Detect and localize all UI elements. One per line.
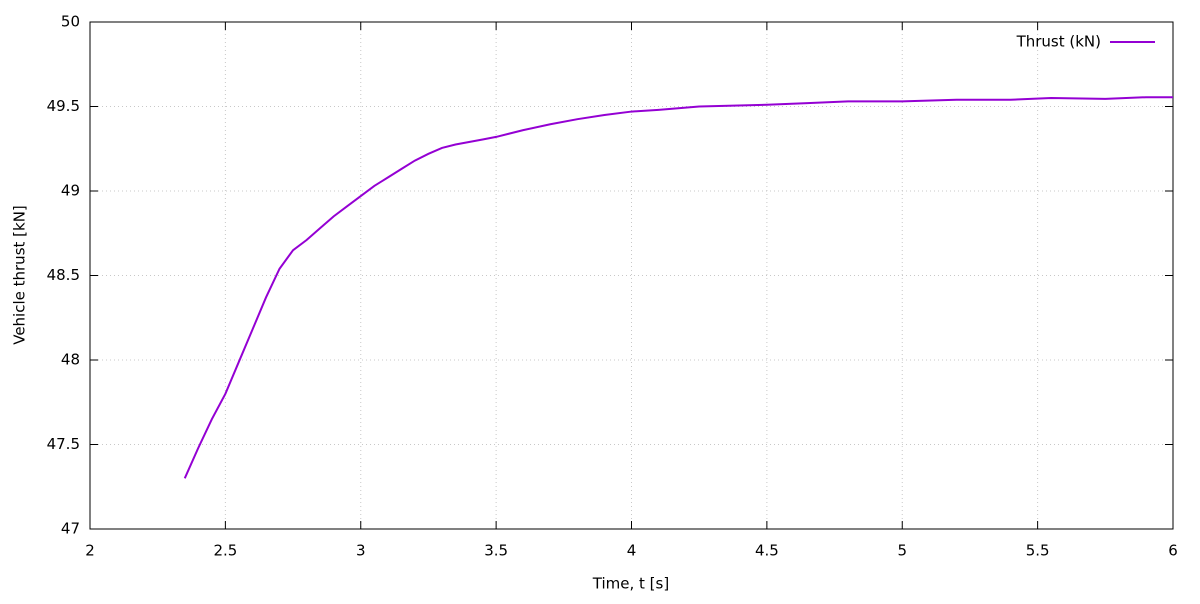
x-tick-label: 2.5 [213,542,237,560]
y-tick-label: 49 [61,182,80,200]
x-tick-label: 5 [897,542,907,560]
y-tick-label: 48.5 [47,266,80,284]
x-axis-label: Time, t [s] [592,575,669,593]
y-tick-label: 50 [61,13,80,31]
x-tick-label: 3 [356,542,366,560]
data-line [183,96,1173,479]
y-axis-label: Vehicle thrust [kN] [11,205,29,345]
y-tick-label: 48 [61,351,80,369]
y-tick-label: 49.5 [47,97,80,115]
x-tick-label: 5.5 [1026,542,1050,560]
x-tick-label: 4.5 [755,542,779,560]
x-tick-label: 6 [1168,542,1178,560]
legend-label: Thrust (kN) [1016,33,1101,51]
x-tick-label: 2 [85,542,95,560]
x-tick-label: 4 [627,542,637,560]
x-tick-label: 3.5 [484,542,508,560]
y-tick-label: 47.5 [47,435,80,453]
y-tick-label: 47 [61,520,80,538]
plot-frame [89,21,1174,530]
